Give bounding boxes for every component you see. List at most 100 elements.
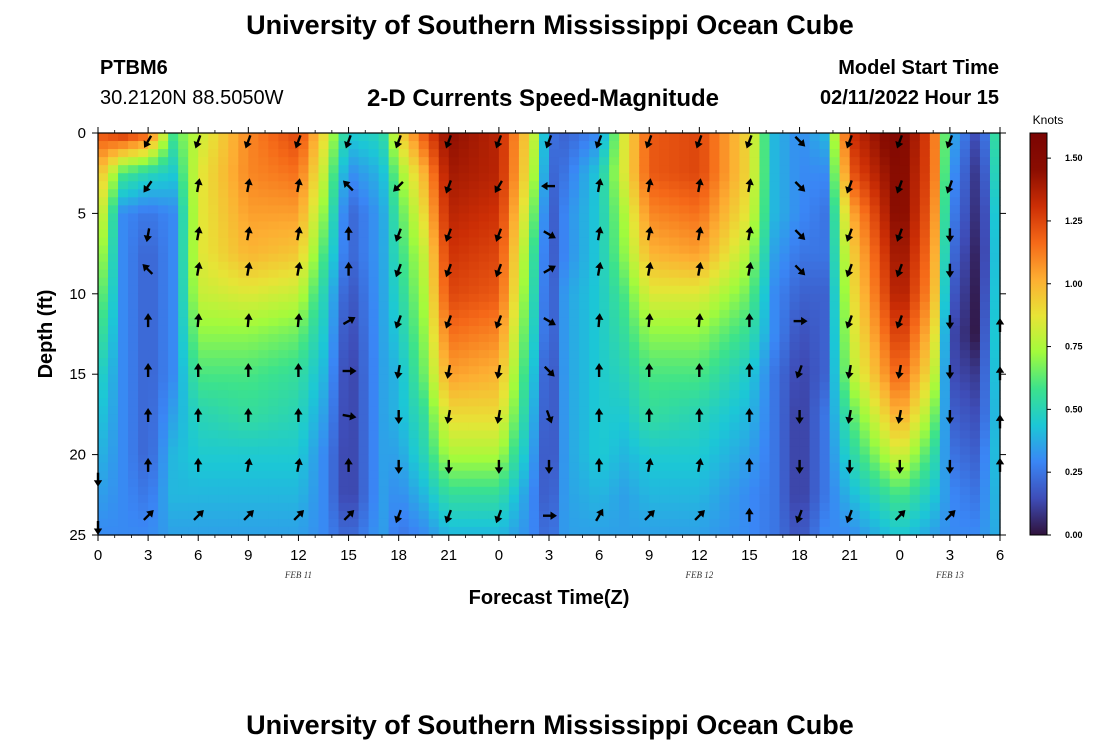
heatmap-cell bbox=[939, 454, 951, 464]
heatmap-cell bbox=[138, 382, 149, 391]
heatmap-cell bbox=[989, 414, 1001, 424]
heatmap-cell bbox=[158, 293, 169, 303]
heatmap-cell bbox=[488, 470, 500, 480]
heatmap-cell bbox=[879, 422, 891, 432]
heatmap-cell bbox=[979, 462, 991, 472]
heatmap-cell bbox=[318, 277, 330, 287]
heatmap-cell bbox=[609, 285, 620, 295]
heatmap-cell bbox=[248, 462, 259, 472]
heatmap-cell bbox=[238, 502, 249, 512]
heatmap-cell bbox=[799, 438, 811, 448]
heatmap-cell bbox=[569, 173, 580, 182]
heatmap-cell bbox=[278, 245, 290, 255]
heatmap-cell bbox=[609, 157, 620, 166]
heatmap-cell bbox=[378, 229, 390, 239]
heatmap-cell bbox=[468, 454, 480, 464]
heatmap-cell bbox=[358, 213, 370, 223]
heatmap-cell bbox=[919, 446, 931, 456]
heatmap-cell bbox=[258, 398, 269, 407]
heatmap-cell bbox=[378, 366, 390, 375]
heatmap-cell bbox=[989, 494, 1001, 504]
heatmap-cell bbox=[599, 293, 610, 303]
heatmap-cell bbox=[879, 285, 891, 295]
heatmap-cell bbox=[619, 334, 630, 343]
heatmap-cell bbox=[849, 285, 861, 295]
heatmap-cell bbox=[989, 229, 1001, 239]
heatmap-cell bbox=[619, 165, 630, 174]
heatmap-cell bbox=[899, 518, 911, 528]
heatmap-cell bbox=[388, 422, 400, 432]
heatmap-cell bbox=[388, 454, 400, 464]
heatmap-cell bbox=[188, 325, 199, 335]
heatmap-cell bbox=[569, 157, 580, 166]
heatmap-cell bbox=[669, 422, 680, 432]
heatmap-cell bbox=[398, 478, 410, 488]
heatmap-cell bbox=[458, 269, 470, 279]
heatmap-cell bbox=[789, 366, 801, 375]
heatmap-cell bbox=[478, 358, 490, 367]
heatmap-cell bbox=[158, 454, 169, 464]
heatmap-cell bbox=[609, 149, 620, 158]
heatmap-cell bbox=[198, 390, 209, 399]
heatmap-cell bbox=[538, 205, 550, 214]
heatmap-cell bbox=[288, 446, 300, 456]
heatmap-cell bbox=[739, 358, 751, 367]
heatmap-cell bbox=[629, 382, 640, 391]
heatmap-cell bbox=[679, 165, 690, 174]
heatmap-cell bbox=[819, 261, 831, 271]
heatmap-cell bbox=[508, 470, 520, 480]
heatmap-cell bbox=[859, 197, 871, 206]
heatmap-cell bbox=[639, 317, 650, 327]
heatmap-cell bbox=[488, 334, 500, 343]
heatmap-cell bbox=[478, 253, 490, 263]
heatmap-cell bbox=[288, 149, 300, 158]
heatmap-cell bbox=[769, 293, 781, 303]
heatmap-cell bbox=[709, 422, 720, 432]
heatmap-cell bbox=[609, 293, 620, 303]
heatmap-cell bbox=[488, 382, 500, 391]
heatmap-cell bbox=[839, 406, 851, 415]
heatmap-cell bbox=[428, 213, 440, 223]
heatmap-cell bbox=[538, 165, 550, 174]
heatmap-cell bbox=[909, 197, 921, 206]
heatmap-cell bbox=[899, 502, 911, 512]
current-vector bbox=[342, 412, 357, 421]
heatmap-cell bbox=[909, 189, 921, 198]
heatmap-cell bbox=[629, 237, 640, 247]
heatmap-cell bbox=[969, 518, 981, 528]
heatmap-cell bbox=[719, 165, 730, 174]
heatmap-cell bbox=[549, 269, 560, 279]
heatmap-cell bbox=[398, 301, 410, 311]
heatmap-cell bbox=[508, 502, 520, 512]
heatmap-cell bbox=[188, 173, 199, 182]
heatmap-cell bbox=[829, 133, 841, 142]
heatmap-cell bbox=[769, 277, 781, 287]
heatmap-cell bbox=[799, 149, 811, 158]
heatmap-cell bbox=[228, 382, 239, 391]
heatmap-cell bbox=[739, 494, 751, 504]
heatmap-cell bbox=[508, 197, 520, 206]
heatmap-cell bbox=[418, 470, 430, 480]
heatmap-cell bbox=[378, 494, 390, 504]
heatmap-cell bbox=[959, 470, 971, 480]
heatmap-cell bbox=[789, 165, 801, 174]
heatmap-cell bbox=[308, 229, 320, 239]
heatmap-cell bbox=[98, 382, 109, 391]
heatmap-cell bbox=[959, 317, 971, 327]
heatmap-cell bbox=[428, 157, 440, 166]
heatmap-cell bbox=[949, 510, 961, 520]
heatmap-cell bbox=[859, 237, 871, 247]
heatmap-cell bbox=[538, 334, 550, 343]
heatmap-cell bbox=[979, 253, 991, 263]
heatmap-cell bbox=[398, 454, 410, 464]
heatmap-cell bbox=[869, 502, 881, 512]
heatmap-cell bbox=[178, 141, 189, 150]
heatmap-cell bbox=[739, 478, 751, 488]
heatmap-cell bbox=[819, 197, 831, 206]
heatmap-cell bbox=[599, 269, 610, 279]
heatmap-cell bbox=[669, 181, 680, 190]
heatmap-cell bbox=[849, 518, 861, 528]
heatmap-cell bbox=[418, 366, 430, 375]
heatmap-cell bbox=[498, 189, 510, 198]
heatmap-cell bbox=[929, 325, 941, 335]
